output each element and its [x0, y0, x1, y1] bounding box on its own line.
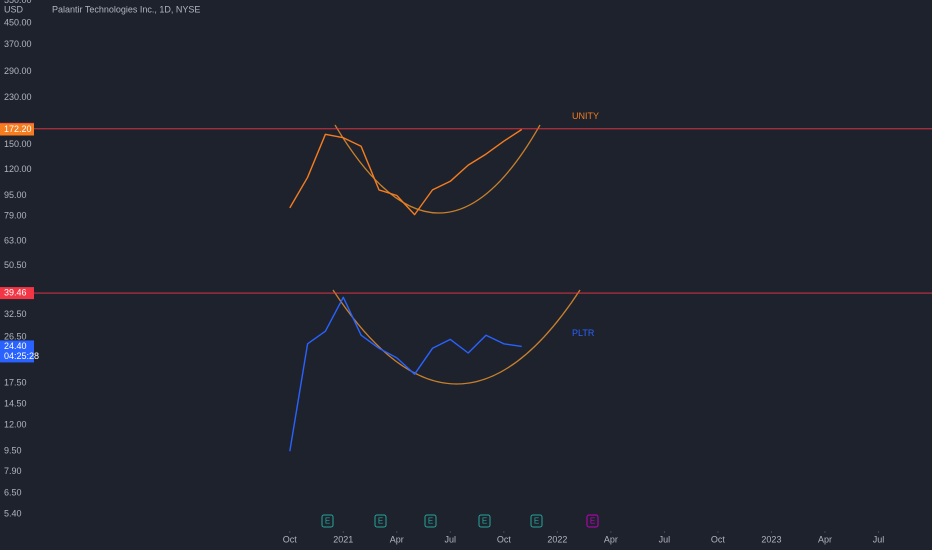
y-tick-label: 17.50: [4, 378, 27, 388]
y-tick-label: 550.00: [4, 0, 32, 5]
x-tick-label: Oct: [283, 534, 298, 544]
price-line: [289, 296, 522, 452]
x-tick-label: Oct: [497, 534, 512, 544]
x-tick-label: Apr: [604, 534, 618, 544]
x-tick-label: 2021: [333, 534, 353, 544]
alert-price: 39.46: [4, 287, 27, 297]
earnings-icon: [586, 514, 599, 528]
series-label: PLTR: [572, 328, 595, 338]
y-tick-label: 7.90: [4, 466, 22, 476]
y-tick-label: 290.00: [4, 66, 32, 76]
currency: USD: [4, 4, 24, 14]
last-price-badge: [0, 123, 34, 136]
earnings-label: E: [325, 517, 330, 526]
x-tick-label: Apr: [390, 534, 404, 544]
last-price: 24.40: [4, 341, 27, 351]
x-tick-label: 2022: [547, 534, 567, 544]
earnings-icon: [321, 514, 334, 528]
last-price-badge: [0, 340, 34, 363]
y-tick-label: 150.00: [4, 139, 32, 149]
countdown: 04:25:28: [4, 351, 39, 361]
y-tick-label: 6.50: [4, 488, 22, 498]
y-tick-label: 5.40: [4, 508, 22, 518]
x-tick-label: Jul: [659, 534, 671, 544]
earnings-markers: E E E E E E: [321, 514, 599, 528]
earnings-label: E: [378, 517, 383, 526]
earnings-label: E: [590, 517, 595, 526]
cup-drawing: [334, 124, 541, 214]
y-tick-label: 12.00: [4, 420, 27, 430]
y-tick-label: 14.50: [4, 399, 27, 409]
x-tick-label: 2023: [761, 534, 781, 544]
earnings-icon: [374, 514, 387, 528]
earnings-icon: [478, 514, 491, 528]
y-tick-label: 50.50: [4, 260, 27, 270]
x-tick-label: Apr: [818, 534, 832, 544]
x-tick-label: Jul: [873, 534, 885, 544]
x-tick-label: Jul: [445, 534, 457, 544]
earnings-icon: [424, 514, 437, 528]
y-tick-label: 9.50: [4, 446, 22, 456]
series-label: UNITY: [572, 111, 599, 121]
earnings-label: E: [534, 517, 539, 526]
y-tick-label: 63.00: [4, 236, 27, 246]
price-badge: [0, 287, 34, 300]
earnings-label: E: [428, 517, 433, 526]
earnings-label: E: [482, 517, 487, 526]
y-tick-label: 450.00: [4, 17, 32, 27]
last-price: 172.20: [4, 124, 32, 134]
y-tick-label: 120.00: [4, 164, 32, 174]
cup-drawing: [332, 289, 581, 385]
x-tick-label: Oct: [711, 534, 726, 544]
y-tick-label: 95.00: [4, 190, 27, 200]
y-tick-label: 370.00: [4, 39, 32, 49]
price-line: [289, 128, 523, 216]
y-tick-label: 230.00: [4, 92, 32, 102]
earnings-icon: [530, 514, 543, 528]
y-tick-label: 32.50: [4, 309, 27, 319]
y-tick-label: 79.00: [4, 210, 27, 220]
y-tick-label: 26.50: [4, 332, 27, 342]
chart-title: Palantir Technologies Inc., 1D, NYSE: [52, 4, 200, 14]
